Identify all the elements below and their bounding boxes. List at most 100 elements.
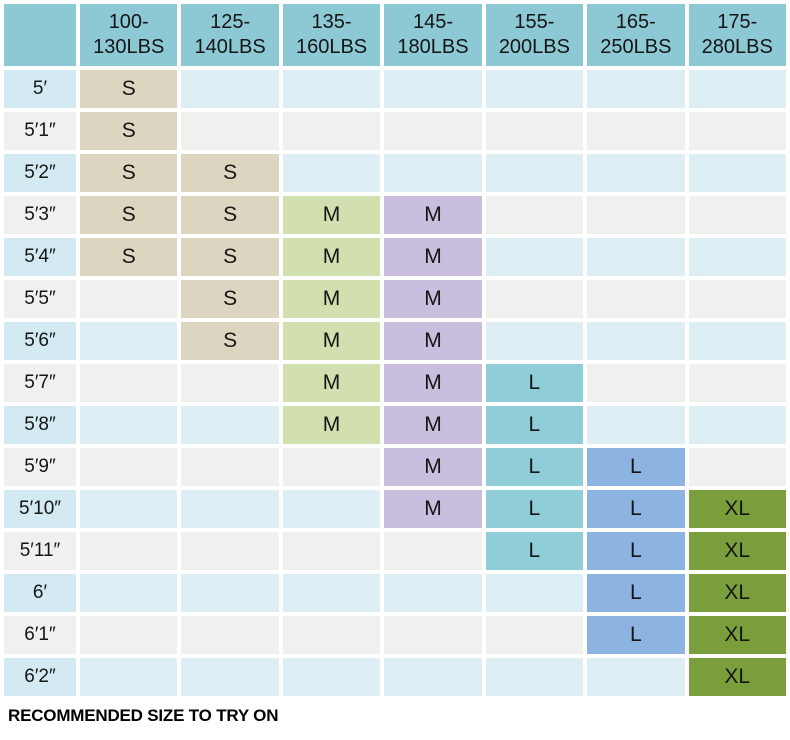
size-cell-empty xyxy=(80,658,178,696)
size-cell-empty xyxy=(485,280,584,318)
size-cell-m: M xyxy=(384,406,482,444)
size-cell-empty xyxy=(485,238,584,276)
size-cell-empty xyxy=(282,70,381,108)
size-cell-empty xyxy=(384,616,482,654)
height-row-label: 5′9″ xyxy=(4,448,76,486)
size-cell-empty xyxy=(282,574,381,612)
size-cell-l: L xyxy=(485,532,584,570)
size-cell-l: L xyxy=(587,574,685,612)
weight-column-header-line2: 130LBS xyxy=(93,36,165,58)
size-cell-m: M xyxy=(282,406,381,444)
size-cell-empty xyxy=(282,658,381,696)
height-row-label: 5′8″ xyxy=(4,406,76,444)
size-cell-empty xyxy=(80,364,178,402)
table-row: 5′6″ S M M xyxy=(4,322,786,360)
size-cell-empty xyxy=(688,448,786,486)
size-cell-empty xyxy=(181,406,279,444)
size-cell-s: S xyxy=(181,196,279,234)
size-cell-empty xyxy=(181,490,279,528)
table-row: 5′11″ L L XL xyxy=(4,532,786,570)
height-row-label: 6′ xyxy=(4,574,76,612)
size-cell-xl: XL xyxy=(688,616,786,654)
header-row: 100- 130LBS 125- 140LBS 135- 160LBS 145- 180LBS… xyxy=(4,4,786,66)
height-row-label: 5′6″ xyxy=(4,322,76,360)
size-cell-empty xyxy=(688,196,786,234)
size-cell-empty xyxy=(384,532,482,570)
size-cell-s: S xyxy=(181,322,279,360)
weight-column-header-line1: 135- xyxy=(311,11,352,33)
size-cell-l: L xyxy=(485,490,584,528)
table-row: 5′7″ M M L xyxy=(4,364,786,402)
weight-column-header-line1: 165- xyxy=(615,11,656,33)
size-cell-m: M xyxy=(384,490,482,528)
weight-column-header: 155- 200LBS xyxy=(485,4,584,66)
table-row: 5′4″ S S M M xyxy=(4,238,786,276)
weight-column-header-line1: 155- xyxy=(514,11,555,33)
size-cell-m: M xyxy=(384,238,482,276)
size-cell-l: L xyxy=(587,616,685,654)
size-cell-s: S xyxy=(181,280,279,318)
size-cell-empty xyxy=(181,70,279,108)
weight-column-header-line1: 175- xyxy=(717,11,758,33)
size-cell-empty xyxy=(384,154,482,192)
size-cell-empty xyxy=(80,574,178,612)
size-cell-l: L xyxy=(485,406,584,444)
size-cell-empty xyxy=(688,154,786,192)
size-cell-empty xyxy=(384,658,482,696)
size-cell-empty xyxy=(384,574,482,612)
table-row: 5′9″ M L L xyxy=(4,448,786,486)
table-row: 6′1″ L XL xyxy=(4,616,786,654)
corner-cell xyxy=(4,4,76,66)
size-cell-s: S xyxy=(181,154,279,192)
weight-column-header-line2: 180LBS xyxy=(397,36,469,58)
size-cell-empty xyxy=(587,658,685,696)
table-body: 5′ S 5′1″ S 5′2″ S S 5′3″ S S M M 5′4″ S S M M 5′5″ S M M 5′6… xyxy=(4,70,786,696)
size-cell-empty xyxy=(688,238,786,276)
weight-column-header-line2: 140LBS xyxy=(194,36,266,58)
size-cell-empty xyxy=(181,574,279,612)
size-cell-s: S xyxy=(80,154,178,192)
size-cell-m: M xyxy=(282,280,381,318)
table-row: 5′8″ M M L xyxy=(4,406,786,444)
size-cell-empty xyxy=(282,616,381,654)
height-row-label: 5′3″ xyxy=(4,196,76,234)
size-cell-empty xyxy=(587,154,685,192)
size-cell-empty xyxy=(80,448,178,486)
size-cell-empty xyxy=(688,112,786,150)
size-cell-empty xyxy=(80,616,178,654)
size-cell-empty xyxy=(282,532,381,570)
table-row: 5′5″ S M M xyxy=(4,280,786,318)
table-row: 5′10″ M L L XL xyxy=(4,490,786,528)
table-row: 5′1″ S xyxy=(4,112,786,150)
size-cell-empty xyxy=(688,364,786,402)
size-cell-m: M xyxy=(384,196,482,234)
size-cell-empty xyxy=(282,448,381,486)
size-cell-l: L xyxy=(587,532,685,570)
weight-column-header-line2: 160LBS xyxy=(295,36,368,58)
size-cell-empty xyxy=(80,406,178,444)
weight-column-header: 145- 180LBS xyxy=(384,4,482,66)
size-cell-xl: XL xyxy=(688,532,786,570)
size-cell-m: M xyxy=(282,196,381,234)
footer-note: RECOMMENDED SIZE TO TRY ON xyxy=(8,706,279,725)
size-cell-empty xyxy=(688,280,786,318)
weight-column-header-line1: 125- xyxy=(210,11,251,33)
size-cell-empty xyxy=(587,322,685,360)
size-cell-empty xyxy=(384,112,482,150)
size-cell-empty xyxy=(485,112,584,150)
size-cell-s: S xyxy=(80,238,178,276)
size-cell-empty xyxy=(485,70,584,108)
table-row: 5′ S xyxy=(4,70,786,108)
weight-column-header: 100- 130LBS xyxy=(80,4,178,66)
size-cell-empty xyxy=(181,616,279,654)
size-cell-s: S xyxy=(80,196,178,234)
weight-column-header-line2: 280LBS xyxy=(701,36,773,58)
size-cell-empty xyxy=(688,406,786,444)
size-cell-empty xyxy=(587,364,685,402)
size-cell-m: M xyxy=(282,238,381,276)
size-cell-empty xyxy=(80,322,178,360)
table-row: 6′2″ XL xyxy=(4,658,786,696)
size-cell-empty xyxy=(485,574,584,612)
height-row-label: 6′1″ xyxy=(4,616,76,654)
